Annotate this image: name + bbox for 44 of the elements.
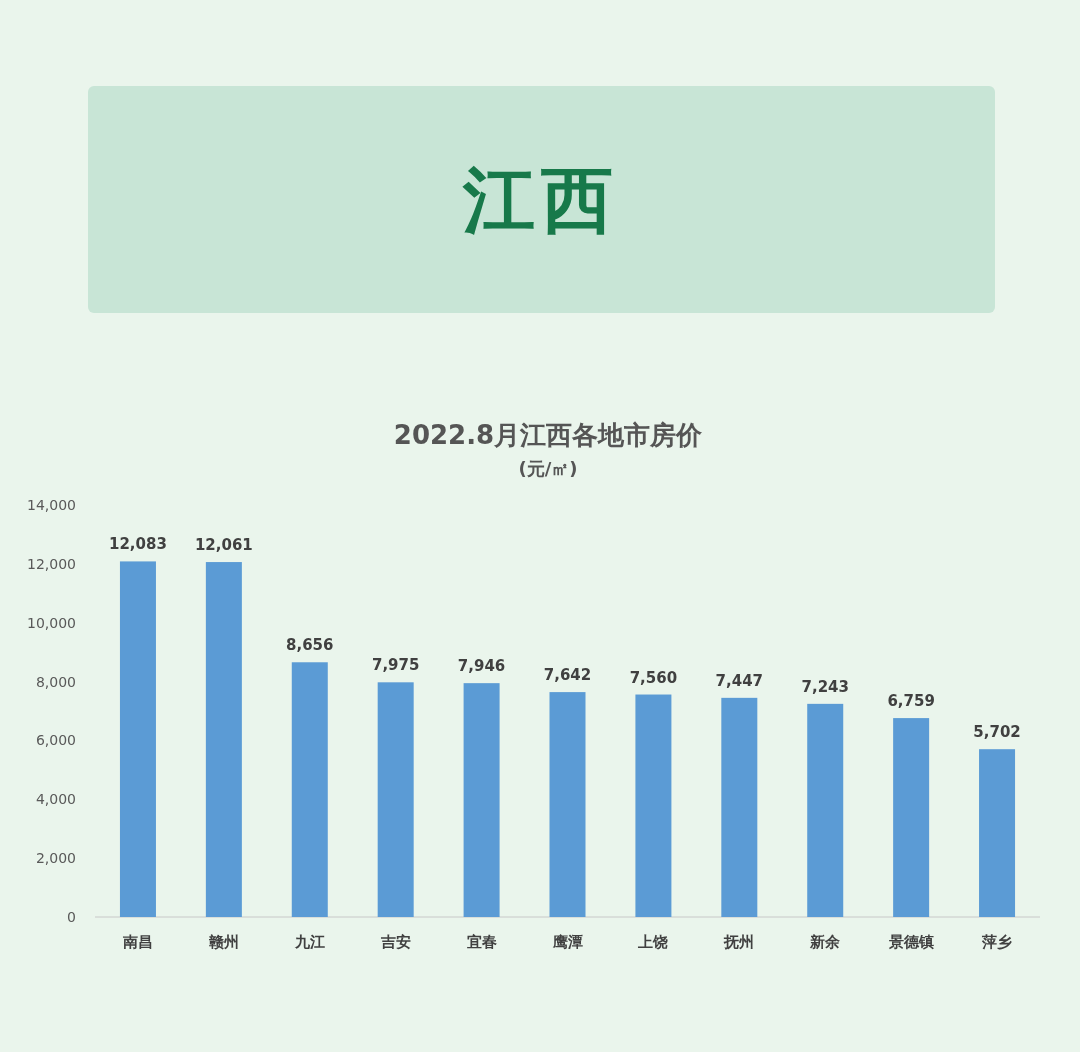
x-tick-label: 南昌 xyxy=(121,933,153,951)
y-tick-label: 6,000 xyxy=(35,732,76,749)
x-tick-label: 萍乡 xyxy=(981,933,1013,951)
chart-title: 江西 xyxy=(462,158,619,242)
bar xyxy=(463,683,500,917)
data-label: 7,975 xyxy=(371,656,420,675)
data-label: 6,759 xyxy=(887,692,935,711)
bar xyxy=(291,662,328,917)
x-tick-label: 上饶 xyxy=(637,933,669,951)
bar xyxy=(807,703,844,917)
data-label: 7,243 xyxy=(801,677,849,696)
x-tick-label: 九江 xyxy=(293,933,325,951)
bar xyxy=(205,562,242,917)
x-tick-label: 抚州 xyxy=(723,933,755,951)
bar xyxy=(549,692,586,917)
data-label: 7,642 xyxy=(543,666,592,685)
y-tick-label: 14,000 xyxy=(27,497,76,513)
data-label: 7,946 xyxy=(457,657,506,676)
bar xyxy=(635,694,672,917)
y-tick-label: 8,000 xyxy=(35,673,76,690)
data-label: 5,702 xyxy=(973,723,1021,742)
data-label: 7,560 xyxy=(629,668,678,687)
x-tick-label: 鹰潭 xyxy=(551,933,583,951)
y-tick-label: 4,000 xyxy=(35,791,76,808)
bar xyxy=(893,718,930,917)
data-label: 8,656 xyxy=(286,636,334,655)
bar xyxy=(979,749,1016,917)
data-label: 7,447 xyxy=(715,671,764,690)
bar xyxy=(377,682,414,917)
y-tick-label: 12,000 xyxy=(27,555,76,572)
x-tick-label: 赣州 xyxy=(207,933,239,951)
y-tick-label: 0 xyxy=(67,909,76,925)
x-tick-label: 新余 xyxy=(809,933,842,951)
x-tick-label: 吉安 xyxy=(379,933,411,951)
text: (元/㎡) xyxy=(518,458,578,479)
y-tick-label: 10,000 xyxy=(27,614,76,631)
data-label: 12,061 xyxy=(194,536,253,555)
y-tick-label: 2,000 xyxy=(35,850,76,867)
bar xyxy=(721,697,758,917)
data-label: 12,083 xyxy=(109,535,167,554)
x-tick-label: 宜春 xyxy=(466,933,497,951)
x-tick-label: 景德镇 xyxy=(887,933,934,951)
chart-subtitle: 2022.8月江西各地市房价 xyxy=(393,420,704,450)
bar xyxy=(119,561,156,917)
